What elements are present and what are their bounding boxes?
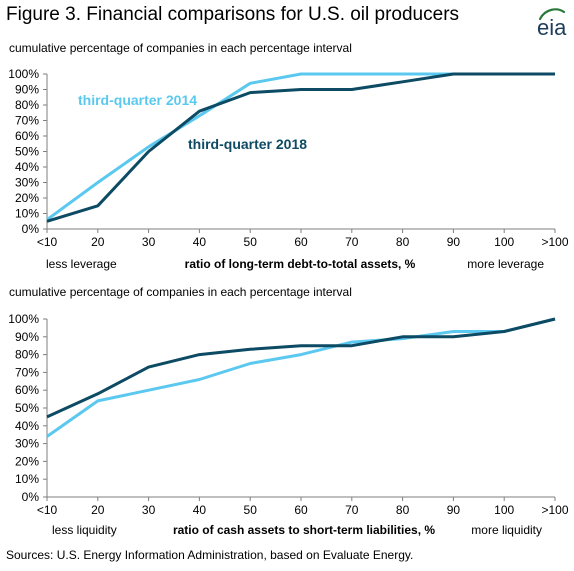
y-tick-label: 10%: [15, 472, 39, 486]
x-axis-title: ratio of long-term debt-to-total assets,…: [185, 257, 416, 271]
y-tick-label: 30%: [15, 176, 39, 190]
y-tick-label: 40%: [15, 419, 39, 433]
x-tick-label: 90: [447, 503, 461, 517]
x-tick-label: <10: [37, 235, 58, 249]
x-tick-label: 90: [447, 235, 461, 249]
chart-title: cumulative percentage of companies in ea…: [9, 285, 352, 299]
y-tick-label: 70%: [15, 365, 39, 379]
x-tick-label: >100: [541, 235, 568, 249]
y-tick-label: 0%: [22, 490, 40, 504]
chart-title: cumulative percentage of companies in ea…: [9, 41, 352, 55]
x-tick-label: 60: [294, 503, 308, 517]
x-tick-label: 80: [396, 503, 410, 517]
x-label-right: more liquidity: [471, 523, 542, 537]
x-label-right: more leverage: [467, 257, 544, 271]
y-tick-label: 60%: [15, 129, 39, 143]
chart-axes: [43, 73, 556, 233]
y-tick-labels: 0%10% 20%30% 40%50% 60%70% 80%90% 100%: [8, 67, 39, 236]
y-tick-label: 90%: [15, 83, 39, 97]
chart-axes: [43, 318, 556, 501]
series-label-2014: third-quarter 2014: [78, 92, 197, 108]
x-tick-label: 30: [142, 235, 156, 249]
y-tick-label: 100%: [8, 312, 39, 326]
series-group: [46, 72, 555, 223]
y-tick-label: 40%: [15, 160, 39, 174]
y-tick-label: 50%: [15, 145, 39, 159]
y-tick-label: 60%: [15, 383, 39, 397]
chart-leverage: cumulative percentage of companies in ea…: [8, 41, 569, 271]
x-tick-label: 50: [244, 503, 258, 517]
y-tick-label: 90%: [15, 330, 39, 344]
x-tick-label: 40: [193, 235, 207, 249]
x-label-left: less leverage: [46, 257, 117, 271]
y-tick-label: 20%: [15, 191, 39, 205]
x-tick-label: 80: [396, 235, 410, 249]
x-tick-label: 70: [345, 235, 359, 249]
x-tick-label: <10: [37, 503, 58, 517]
series-line-2018: [46, 72, 555, 223]
y-tick-label: 80%: [15, 98, 39, 112]
x-tick-labels: <10 20 30 40 50 60 70 80 90 100 >100: [37, 235, 569, 249]
y-tick-label: 30%: [15, 437, 39, 451]
y-tick-label: 80%: [15, 348, 39, 362]
eia-logo: eia: [537, 8, 567, 40]
figure-title: Figure 3. Financial comparisons for U.S.…: [6, 4, 460, 25]
y-tick-labels: 0% 10% 20% 30% 40% 50% 60% 70% 80% 90% 100%: [8, 312, 39, 504]
y-tick-label: 20%: [15, 454, 39, 468]
x-tick-label: 100: [494, 235, 514, 249]
x-tick-labels: <10 20 30 40 50 60 70 80 90 100 >100: [37, 503, 569, 517]
x-tick-label: 100: [494, 503, 514, 517]
y-tick-label: 70%: [15, 114, 39, 128]
series-line-2014: [46, 317, 556, 438]
x-label-left: less liquidity: [52, 523, 117, 537]
series-label-2018: third-quarter 2018: [188, 136, 307, 152]
x-tick-label: 60: [294, 235, 308, 249]
x-tick-label: 20: [91, 235, 105, 249]
x-tick-label: >100: [541, 503, 568, 517]
x-tick-label: 40: [193, 503, 207, 517]
y-tick-label: 0%: [22, 222, 40, 236]
y-tick-label: 100%: [8, 67, 39, 81]
series-line-2018: [46, 317, 556, 419]
logo-text: eia: [537, 15, 567, 40]
source-note: Sources: U.S. Energy Information Adminis…: [6, 548, 414, 562]
x-tick-label: 70: [345, 503, 359, 517]
series-group: [46, 317, 556, 438]
x-tick-label: 30: [142, 503, 156, 517]
y-tick-label: 50%: [15, 401, 39, 415]
y-tick-label: 10%: [15, 207, 39, 221]
x-tick-label: 50: [244, 235, 258, 249]
chart-liquidity: cumulative percentage of companies in ea…: [8, 285, 569, 537]
x-tick-label: 20: [91, 503, 105, 517]
x-axis-title: ratio of cash assets to short-term liabi…: [173, 523, 435, 537]
logo-swoosh-icon: [538, 8, 566, 21]
